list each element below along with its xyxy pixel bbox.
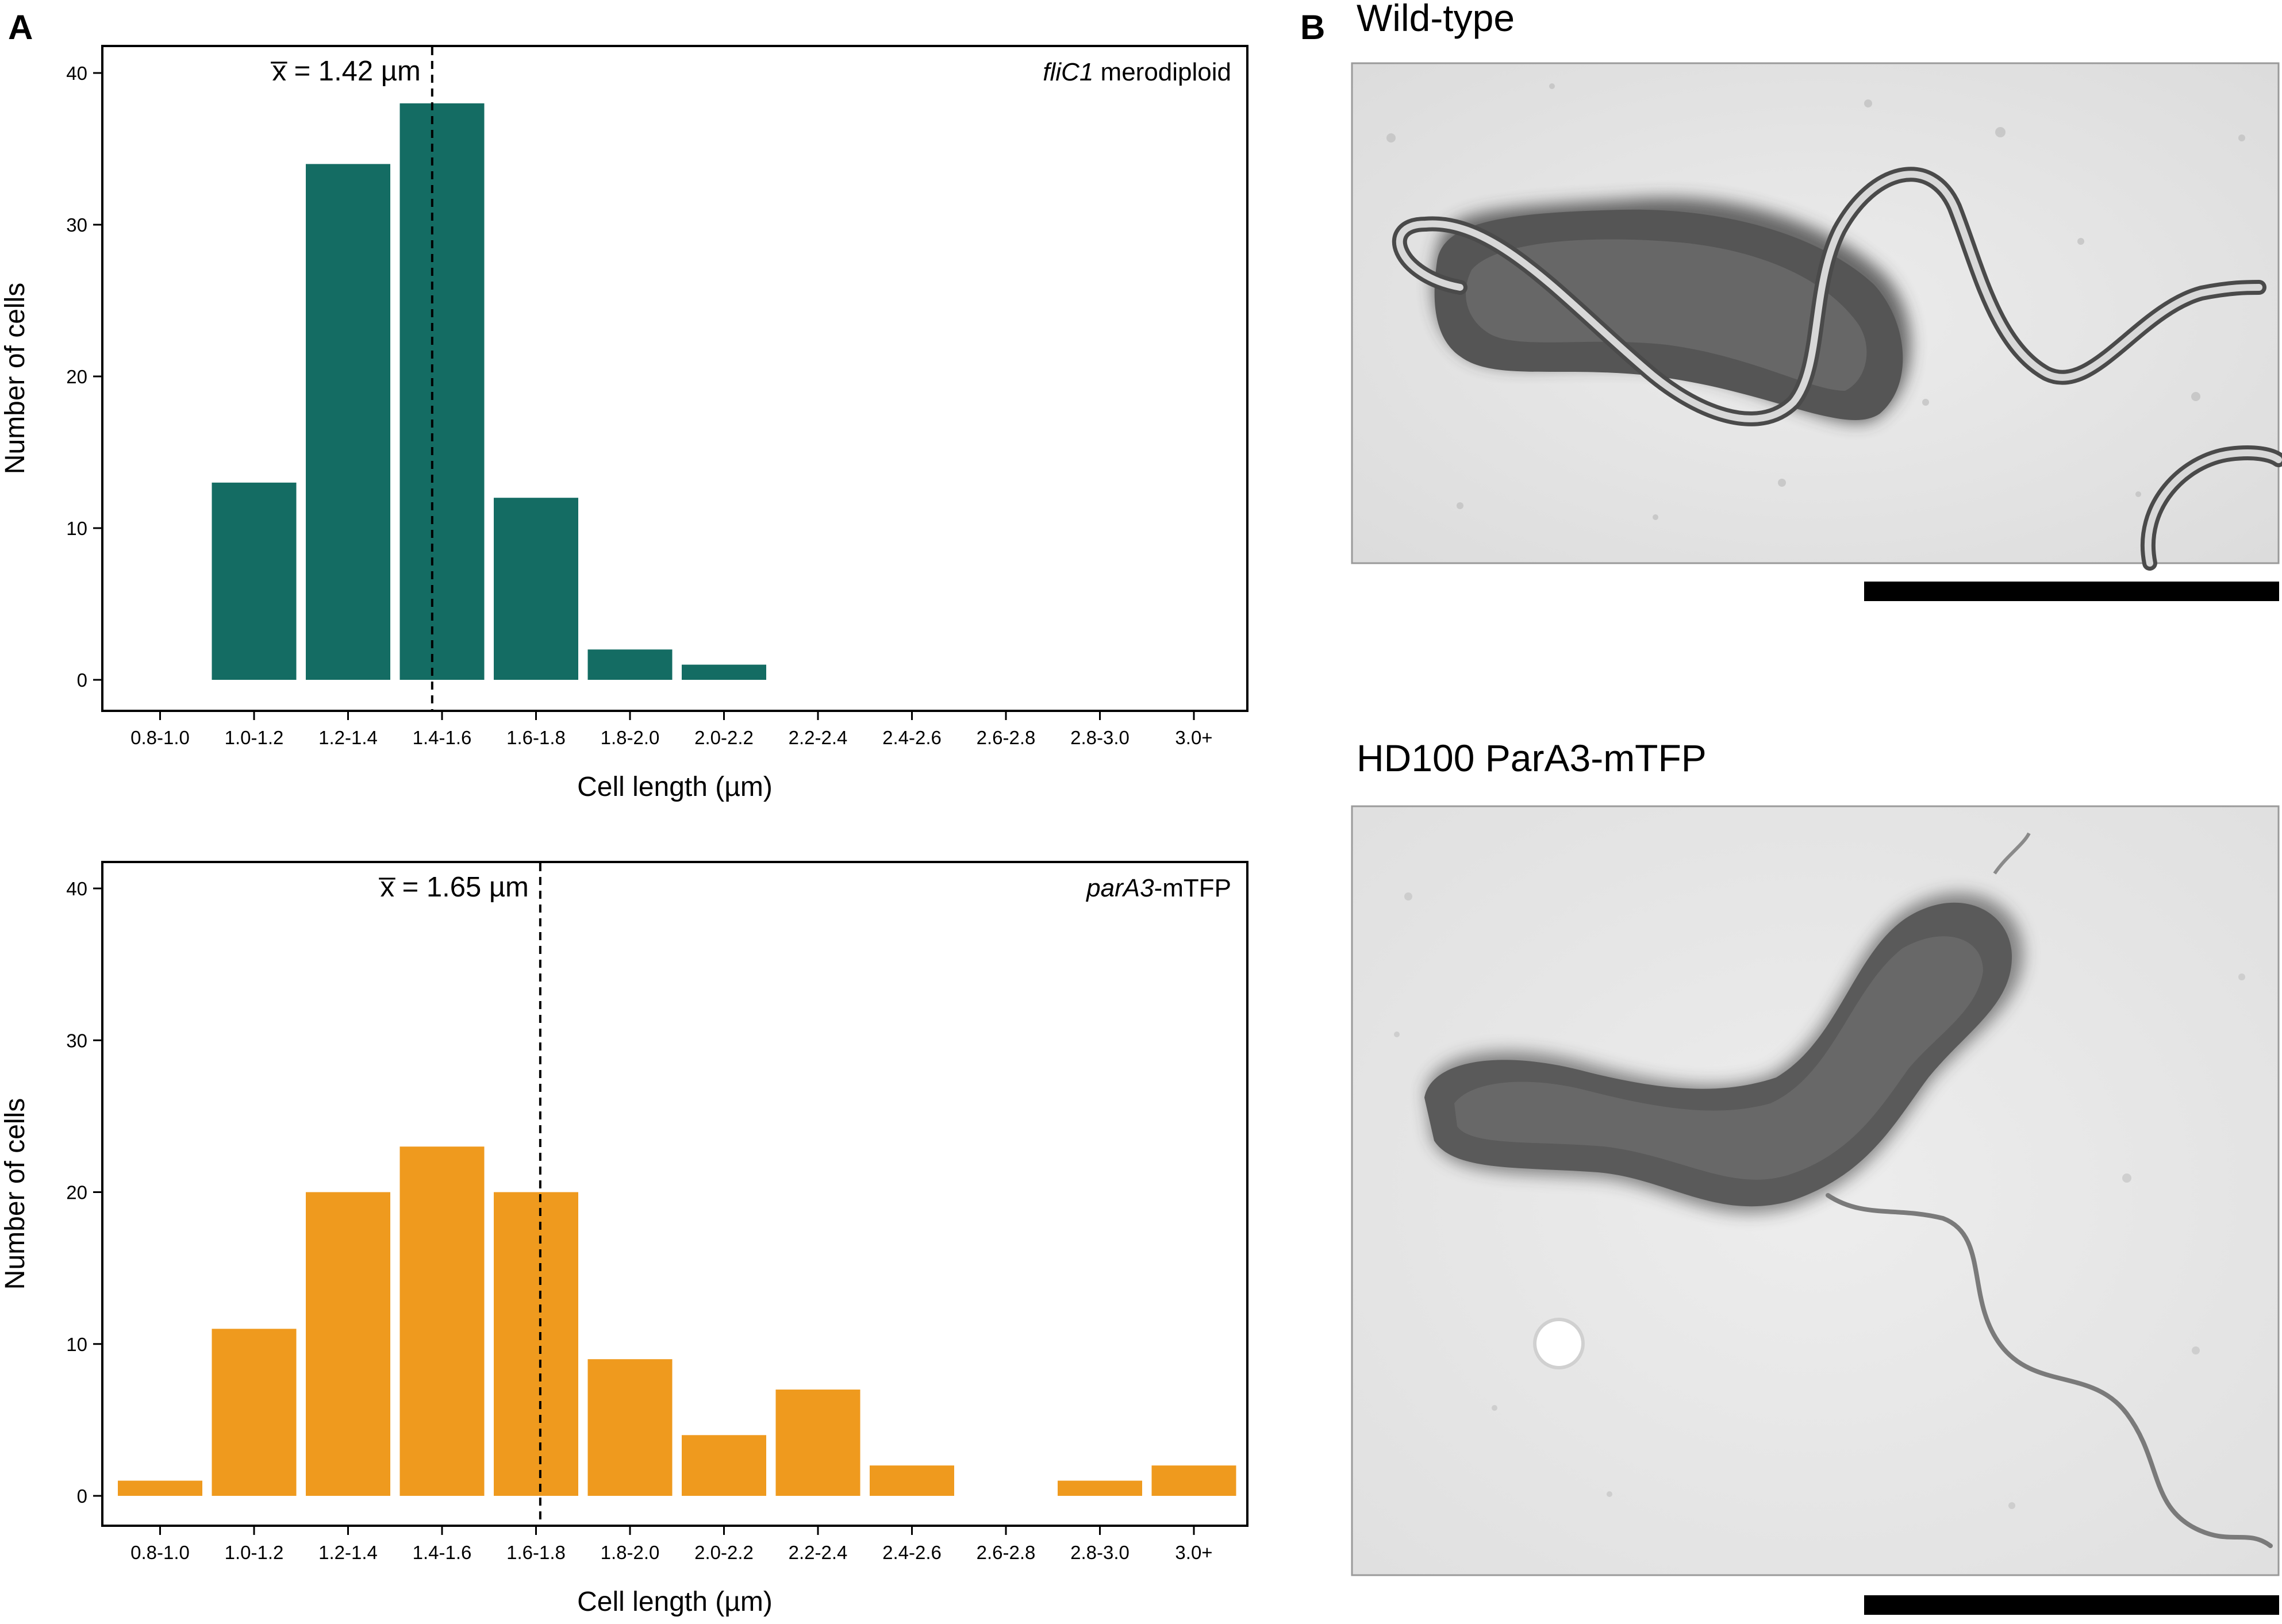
x-tick-label: 1.2-1.4 xyxy=(318,1542,378,1563)
x-tick-label: 2.8-3.0 xyxy=(1070,1542,1130,1563)
x-tick-label: 1.2-1.4 xyxy=(318,727,378,748)
x-tick-label: 3.0+ xyxy=(1175,727,1212,748)
bar xyxy=(587,649,673,680)
y-tick-label: 0 xyxy=(77,669,87,691)
bar xyxy=(306,1192,390,1496)
scale-bar-wild-type xyxy=(1864,582,2279,601)
mean-label: x̅ = 1.42 µm xyxy=(270,56,420,87)
x-tick-label: 1.6-1.8 xyxy=(506,727,566,748)
bar xyxy=(587,1359,673,1496)
y-tick-label: 20 xyxy=(66,1182,87,1203)
mean-label: x̅ = 1.65 µm xyxy=(378,872,528,903)
bar xyxy=(1151,1465,1236,1496)
x-tick-label: 1.8-2.0 xyxy=(601,1542,660,1563)
y-tick-label: 10 xyxy=(66,1334,87,1355)
x-tick-label: 1.0-1.2 xyxy=(225,727,284,748)
x-tick-label: 1.6-1.8 xyxy=(506,1542,566,1563)
strain-label: fliC1 merodiploid xyxy=(1043,58,1231,86)
bar xyxy=(775,1390,860,1496)
em-image-hd100 xyxy=(1351,805,2280,1576)
x-tick-label: 2.8-3.0 xyxy=(1070,727,1130,748)
x-tick-label: 1.4-1.6 xyxy=(413,727,472,748)
histogram-fliC1: 0 10 20 30 40 0.8-1.0 1.0-1.2 1.2-1.4 1.4-1.6 1.6… xyxy=(0,45,1248,802)
x-tick-label: 2.4-2.6 xyxy=(882,727,942,748)
x-tick-label: 2.0-2.2 xyxy=(694,1542,754,1563)
x-tick-label: 1.8-2.0 xyxy=(601,727,660,748)
panel-a-letter: A xyxy=(8,8,33,47)
y-tick-label: 30 xyxy=(66,1030,87,1051)
bar xyxy=(494,498,578,680)
y-tick-label: 0 xyxy=(77,1486,87,1507)
strain-label: parA3-mTFP xyxy=(1085,874,1231,902)
x-tick-label: 2.2-2.4 xyxy=(789,727,848,748)
x-axis-title: Cell length (µm) xyxy=(577,772,773,802)
x-tick-label: 0.8-1.0 xyxy=(130,1542,190,1563)
x-tick-label: 0.8-1.0 xyxy=(130,727,190,748)
histogram-parA3: 0 10 20 30 40 0.8-1.0 1.0-1.2 1.2-1.4 1.4-1.6 1.6… xyxy=(0,861,1248,1617)
y-tick-label: 20 xyxy=(66,366,87,387)
x-tick-label: 2.6-2.8 xyxy=(977,1542,1036,1563)
scale-bar-hd100 xyxy=(1864,1595,2279,1615)
x-tick-label: 2.0-2.2 xyxy=(694,727,754,748)
y-tick-label: 30 xyxy=(66,214,87,236)
x-tick-label: 2.4-2.6 xyxy=(882,1542,942,1563)
x-tick-label: 2.2-2.4 xyxy=(789,1542,848,1563)
plot-frame xyxy=(101,861,1248,1527)
x-tick-label: 1.0-1.2 xyxy=(225,1542,284,1563)
plot-frame xyxy=(101,45,1248,712)
bar xyxy=(212,482,297,680)
bar xyxy=(399,103,485,680)
bar xyxy=(1058,1480,1142,1496)
y-tick-label: 40 xyxy=(66,878,87,899)
x-tick-label: 1.4-1.6 xyxy=(413,1542,472,1563)
bar xyxy=(399,1146,485,1496)
y-tick-label: 10 xyxy=(66,518,87,539)
image-title-hd100: HD100 ParA3-mTFP xyxy=(1357,737,1707,779)
bar xyxy=(682,1435,766,1496)
y-axis-title: Number of cells xyxy=(0,283,30,474)
y-tick-label: 40 xyxy=(66,63,87,84)
em-image-wild-type xyxy=(1351,62,2282,571)
image-title-wild-type: Wild-type xyxy=(1357,0,1515,39)
bar xyxy=(306,164,390,680)
x-axis-title: Cell length (µm) xyxy=(577,1587,773,1617)
bar xyxy=(118,1480,202,1496)
bar xyxy=(870,1465,954,1496)
bar xyxy=(212,1329,297,1496)
x-tick-label: 2.6-2.8 xyxy=(977,727,1036,748)
panel-b-letter: B xyxy=(1300,8,1325,47)
bar xyxy=(494,1192,578,1496)
bar xyxy=(682,664,766,680)
x-tick-label: 3.0+ xyxy=(1175,1542,1212,1563)
y-axis-title: Number of cells xyxy=(0,1098,30,1290)
